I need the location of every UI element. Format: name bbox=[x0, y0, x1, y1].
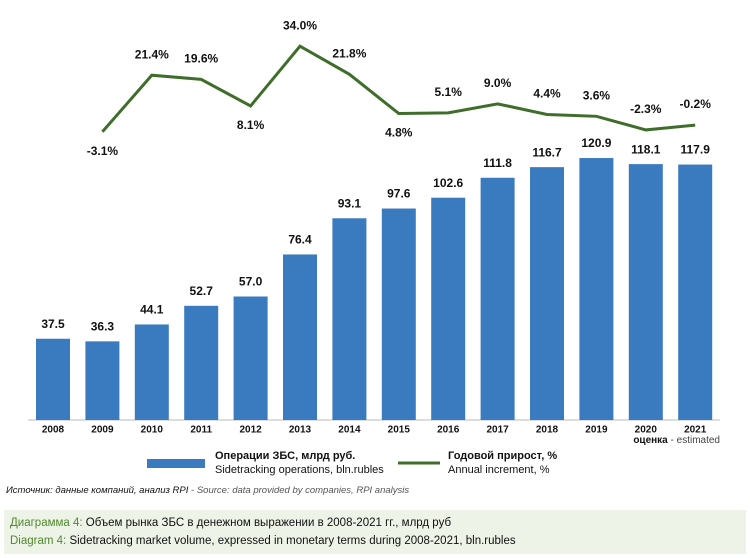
x-tick-label: 2009 bbox=[91, 425, 114, 436]
data-label: 111.8 bbox=[483, 156, 512, 170]
data-label: 102.6 bbox=[433, 176, 463, 190]
x-tick-label: 2019 bbox=[585, 425, 608, 436]
legend-label: Sidetracking operations, bln.rubles bbox=[215, 464, 384, 476]
data-label: 36.3 bbox=[91, 320, 115, 334]
data-label: 116.7 bbox=[532, 145, 562, 159]
x-tick-label: 2012 bbox=[239, 425, 262, 436]
x-tick-label: 2017 bbox=[486, 425, 509, 436]
bar bbox=[530, 167, 564, 420]
data-label: 37.5 bbox=[41, 317, 65, 331]
caption: Диаграмма 4: Объем рынка ЗБС в денежном … bbox=[10, 517, 451, 529]
data-label: 93.1 bbox=[338, 196, 362, 210]
bar bbox=[628, 164, 663, 420]
caption-prefix: Diagram 4: bbox=[10, 535, 66, 547]
data-label: 8.1% bbox=[237, 118, 265, 132]
data-label: -2.3% bbox=[630, 102, 662, 116]
data-label: 3.6% bbox=[583, 88, 611, 102]
data-label: 44.1 bbox=[140, 303, 164, 317]
data-label: 21.8% bbox=[332, 46, 366, 60]
note-rest: - estimated bbox=[668, 435, 720, 446]
x-tick-label: 2020 bbox=[635, 425, 658, 436]
data-label: 52.7 bbox=[190, 284, 214, 298]
data-label: 4.4% bbox=[533, 87, 561, 101]
data-label: 21.4% bbox=[135, 47, 169, 61]
bar bbox=[579, 158, 614, 421]
x-tick-label: 2010 bbox=[141, 425, 164, 436]
legend-label: Операции ЗБС, млрд руб. bbox=[215, 450, 355, 462]
x-tick-label: 2014 bbox=[338, 425, 361, 436]
data-label: 19.6% bbox=[184, 52, 218, 66]
data-label: 9.0% bbox=[484, 76, 512, 90]
bar bbox=[85, 341, 120, 420]
x-tick-label: 2008 bbox=[42, 425, 65, 436]
data-label: 76.4 bbox=[288, 233, 312, 247]
bar bbox=[431, 197, 466, 420]
bar bbox=[381, 208, 416, 420]
legend-label: Годовой прирост, % bbox=[448, 450, 557, 462]
legend-label: Annual increment, % bbox=[448, 464, 550, 476]
x-tick-label: 2011 bbox=[190, 425, 212, 436]
bar bbox=[233, 296, 268, 420]
source-en: - Source: data provided by companies, RP… bbox=[188, 485, 409, 496]
x-tick-label: 2016 bbox=[437, 425, 460, 436]
x-tick-label: 2021 bbox=[684, 425, 707, 436]
bar bbox=[678, 164, 713, 420]
note-bold: оценка bbox=[633, 435, 668, 446]
estimate-note: оценка - estimated bbox=[633, 435, 720, 446]
source: Источник: данные компаний, анализ RPI - … bbox=[6, 485, 409, 496]
bar bbox=[283, 254, 317, 420]
source-ru: Источник: данные компаний, анализ RPI bbox=[6, 485, 189, 496]
data-label: 4.8% bbox=[385, 126, 413, 140]
bar bbox=[332, 218, 367, 420]
data-label: 117.9 bbox=[681, 143, 711, 157]
bar bbox=[480, 177, 515, 420]
caption-text: Sidetracking market volume, expressed in… bbox=[66, 535, 516, 547]
data-label: 57.0 bbox=[239, 275, 263, 289]
bar bbox=[134, 324, 169, 420]
bar bbox=[36, 338, 70, 420]
x-tick-label: 2018 bbox=[536, 425, 559, 436]
data-label: -3.1% bbox=[87, 144, 119, 158]
data-label: -0.2% bbox=[680, 97, 712, 111]
legend-swatch bbox=[147, 459, 205, 468]
data-label: 34.0% bbox=[283, 18, 317, 32]
caption-text: Объем рынка ЗБС в денежном выражении в 2… bbox=[83, 517, 452, 529]
line bbox=[101, 44, 696, 133]
x-tick-label: 2015 bbox=[388, 425, 411, 436]
caption-prefix: Диаграмма 4: bbox=[10, 517, 83, 529]
caption-box bbox=[4, 510, 746, 554]
data-label: 5.1% bbox=[435, 85, 463, 99]
caption: Diagram 4: Sidetracking market volume, e… bbox=[10, 535, 516, 547]
data-label: 118.1 bbox=[631, 142, 661, 156]
data-label: 120.9 bbox=[581, 136, 611, 150]
data-label: 97.6 bbox=[387, 187, 411, 201]
x-tick-label: 2013 bbox=[289, 425, 312, 436]
bar bbox=[184, 305, 219, 420]
